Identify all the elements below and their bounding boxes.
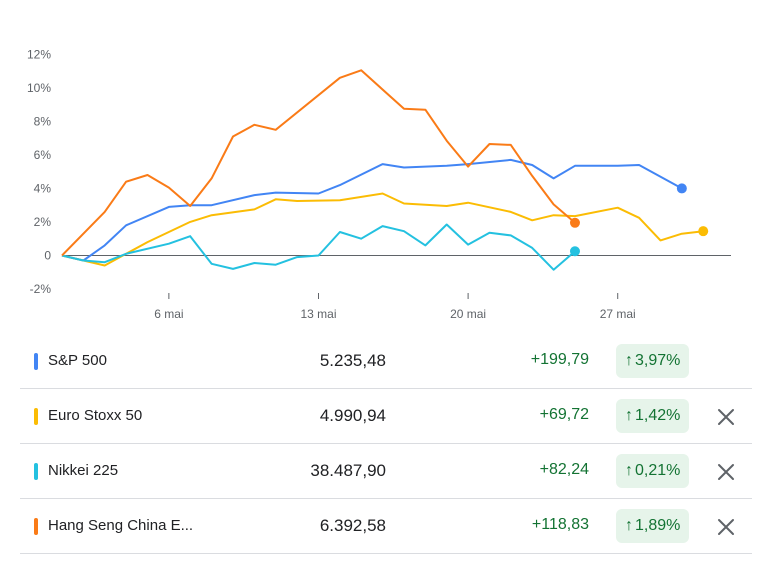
y-tick-label: 6% — [34, 148, 52, 162]
arrow-up-icon: ↑ — [625, 517, 633, 534]
index-change: +118,83 — [531, 516, 589, 533]
arrow-up-icon: ↑ — [625, 462, 633, 479]
index-name: S&P 500 — [48, 352, 107, 369]
arrow-up-icon: ↑ — [625, 407, 633, 424]
series-end-point — [569, 246, 580, 257]
series-swatch — [34, 353, 38, 370]
percent-badge: ↑ 3,97% — [616, 344, 690, 378]
series-swatch — [34, 408, 38, 425]
close-icon[interactable] — [714, 405, 738, 429]
y-tick-label: -2% — [30, 282, 52, 296]
x-tick-label: 13 mai — [300, 307, 336, 321]
series-end-point — [698, 226, 709, 237]
list-item[interactable]: Nikkei 225 38.487,90 +82,24 ↑ 0,21% — [20, 444, 752, 499]
series-line — [61, 158, 683, 262]
list-item[interactable]: Euro Stoxx 50 4.990,94 +69,72 ↑ 1,42% — [20, 389, 752, 444]
index-change: +82,24 — [539, 461, 589, 478]
y-tick-label: 12% — [27, 47, 51, 61]
arrow-up-icon: ↑ — [625, 352, 633, 369]
percent-badge: ↑ 1,89% — [616, 509, 690, 543]
index-name: Hang Seng China E... — [48, 517, 194, 534]
index-list: S&P 500 5.235,48 +199,79 ↑ 3,97% Euro Sto… — [20, 334, 752, 554]
line-chart: 12% 10% 8% 6% 4% 2% 0 -2% 6 mai 13 mai 20 mai 27 ma… — [27, 47, 731, 321]
x-tick-label: 27 mai — [600, 307, 636, 321]
x-tick-label: 6 mai — [154, 307, 183, 321]
list-item[interactable]: S&P 500 5.235,48 +199,79 ↑ 3,97% — [20, 334, 752, 389]
percent-badge: ↑ 0,21% — [616, 454, 690, 488]
series-swatch — [34, 463, 38, 480]
y-tick-label: 10% — [27, 81, 51, 95]
index-price: 5.235,48 — [319, 351, 386, 370]
series-end-point — [676, 183, 687, 194]
index-change: +69,72 — [539, 406, 589, 423]
percent-value: 3,97% — [635, 352, 681, 369]
y-tick-label: 2% — [34, 215, 52, 229]
index-price: 38.487,90 — [310, 461, 386, 480]
y-tick-label: 0 — [44, 248, 51, 262]
index-price: 6.392,58 — [319, 516, 386, 535]
index-name: Euro Stoxx 50 — [48, 407, 143, 424]
index-price: 4.990,94 — [319, 406, 386, 425]
series-line — [61, 69, 576, 257]
close-icon[interactable] — [714, 460, 738, 484]
percent-value: 1,89% — [635, 517, 681, 534]
percent-value: 0,21% — [635, 462, 681, 479]
index-name: Nikkei 225 — [48, 462, 119, 479]
percent-value: 1,42% — [635, 407, 681, 424]
series-end-point — [569, 217, 580, 228]
y-tick-label: 4% — [34, 181, 52, 195]
series-line — [61, 223, 576, 271]
percent-badge: ↑ 1,42% — [616, 399, 690, 433]
list-item[interactable]: Hang Seng China E... 6.392,58 +118,83 ↑ 1… — [20, 499, 752, 554]
series-line — [61, 192, 704, 267]
index-change: +199,79 — [530, 351, 589, 368]
close-icon[interactable] — [714, 515, 738, 539]
series-swatch — [34, 518, 38, 535]
x-tick-label: 20 mai — [450, 307, 486, 321]
y-tick-label: 8% — [34, 114, 52, 128]
